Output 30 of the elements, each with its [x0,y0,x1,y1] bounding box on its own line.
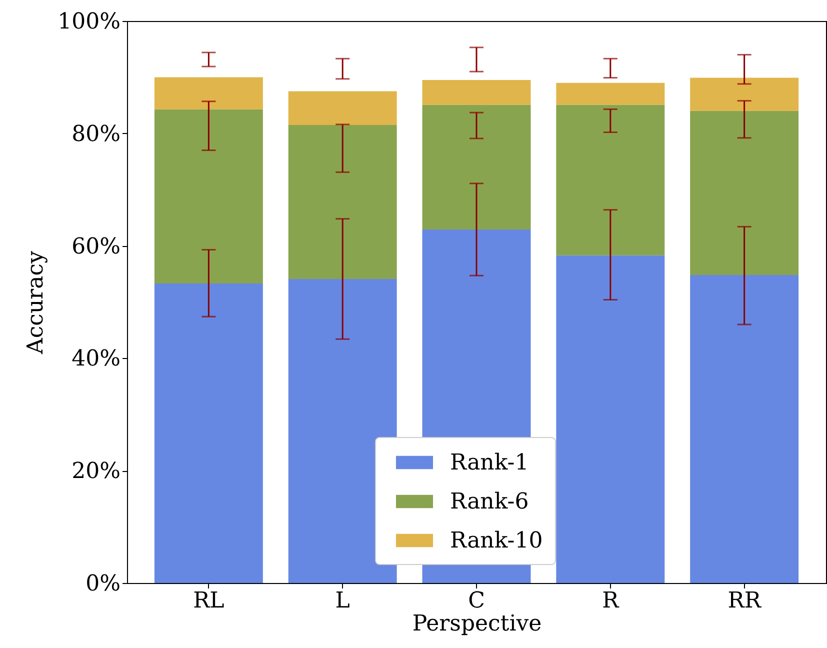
bar [154,283,263,583]
y-tick-label: 80% [72,122,120,147]
bar [556,104,665,256]
bar [154,109,263,284]
bar [556,255,665,583]
y-tick-label: 60% [72,234,120,260]
bar [422,104,531,230]
x-tick-label: RR [728,588,762,614]
bar [690,110,799,276]
y-tick-label: 40% [72,346,120,372]
bar [288,124,397,279]
bar [556,82,665,105]
bar [422,80,531,105]
x-tick-label: C [468,588,485,614]
x-tick-label: RL [193,588,225,614]
y-tick-label: 0% [86,572,120,596]
legend-label: Rank-6 [450,490,529,514]
legend-label: Rank-1 [450,450,529,476]
bar [288,91,397,125]
x-axis-title: Perspective [412,612,542,636]
x-tick-label: L [335,588,350,614]
bar [690,78,799,111]
x-tick-label: R [602,588,620,614]
y-axis-title: Accuracy [24,250,49,356]
legend-label: Rank-10 [450,528,543,554]
bar [288,278,397,583]
bar [154,77,263,110]
y-tick-label: 20% [72,459,120,484]
bar [690,275,799,583]
y-tick-label: 100% [58,10,120,34]
